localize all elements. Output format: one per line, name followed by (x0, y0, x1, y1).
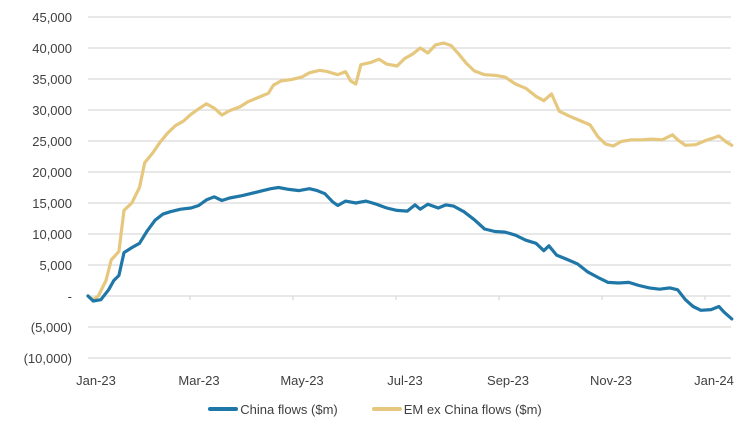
y-tick-label: 5,000 (39, 258, 72, 273)
y-tick-label: - (68, 289, 72, 304)
legend: China flows ($m) EM ex China flows ($m) (0, 398, 750, 420)
x-tick-label: Jul-23 (387, 373, 422, 388)
series-lines (86, 41, 734, 321)
x-tick-label: Mar-23 (178, 373, 219, 388)
y-tick-label: 45,000 (32, 10, 72, 25)
em-ex-china-flows-line (86, 41, 734, 302)
x-tick-label: Jan-23 (76, 373, 116, 388)
y-tick-label: 25,000 (32, 134, 72, 149)
legend-label-china: China flows ($m) (240, 401, 338, 417)
x-tick-label: Jan-24 (694, 373, 734, 388)
gridlines (88, 16, 731, 359)
y-tick-label: 40,000 (32, 41, 72, 56)
legend-item-em-ex-china: EM ex China flows ($m) (371, 401, 542, 417)
y-tick-label: 35,000 (32, 72, 72, 87)
x-tick-label: Sep-23 (487, 373, 529, 388)
legend-item-china: China flows ($m) (208, 402, 338, 417)
legend-label-em-ex-china: EM ex China flows ($m) (403, 401, 542, 417)
y-tick-label: 10,000 (32, 227, 72, 242)
y-tick-label: (5,000) (31, 320, 72, 335)
em-ex-china-swatch-icon (371, 407, 402, 411)
y-tick-label: (10,000) (24, 351, 72, 366)
x-axis: Jan-23 Mar-23 May-23 Jul-23 Sep-23 Nov-23 Jan-… (76, 296, 734, 388)
y-tick-label: 15,000 (32, 196, 72, 211)
china-swatch-icon (208, 407, 239, 411)
y-axis-labels: 45,000 40,000 35,000 30,000 25,000 20,000 15,0… (24, 10, 72, 366)
china-flows-line (86, 185, 734, 321)
x-tick-label: Nov-23 (590, 373, 632, 388)
x-tick-label: May-23 (280, 373, 323, 388)
y-tick-label: 20,000 (32, 165, 72, 180)
y-tick-label: 30,000 (32, 103, 72, 118)
